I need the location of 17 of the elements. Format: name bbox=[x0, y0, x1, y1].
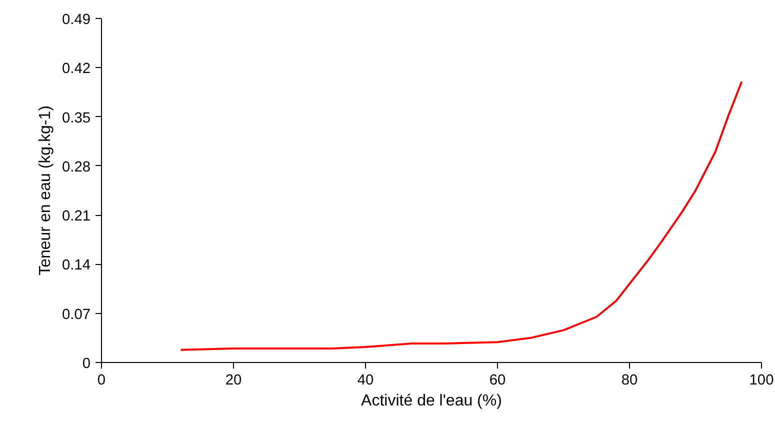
y-tick-label: 0.07 bbox=[62, 306, 91, 323]
x-tick-label: 80 bbox=[621, 372, 638, 388]
x-tick-label: 40 bbox=[357, 372, 374, 388]
y-tick-label: 0.42 bbox=[62, 61, 91, 78]
y-tick-label: 0.21 bbox=[62, 208, 91, 225]
line-series bbox=[180, 80, 743, 351]
x-tick-label: 60 bbox=[489, 372, 506, 388]
x-axis-title: Activité de l'eau (%) bbox=[361, 392, 502, 410]
x-tick-label: 0 bbox=[97, 372, 106, 388]
y-tick-label: 0 bbox=[82, 356, 91, 372]
x-tick-label: 100 bbox=[749, 372, 774, 388]
y-tick-label: 0.28 bbox=[62, 159, 91, 176]
x-tick-label: 20 bbox=[225, 372, 242, 388]
y-axis-title: Teneur en eau (kg.kg-1) bbox=[36, 106, 54, 276]
y-tick-label: 0.49 bbox=[62, 12, 91, 28]
y-tick-label: 0.35 bbox=[62, 110, 91, 126]
y-tick-label: 0.14 bbox=[62, 258, 91, 274]
